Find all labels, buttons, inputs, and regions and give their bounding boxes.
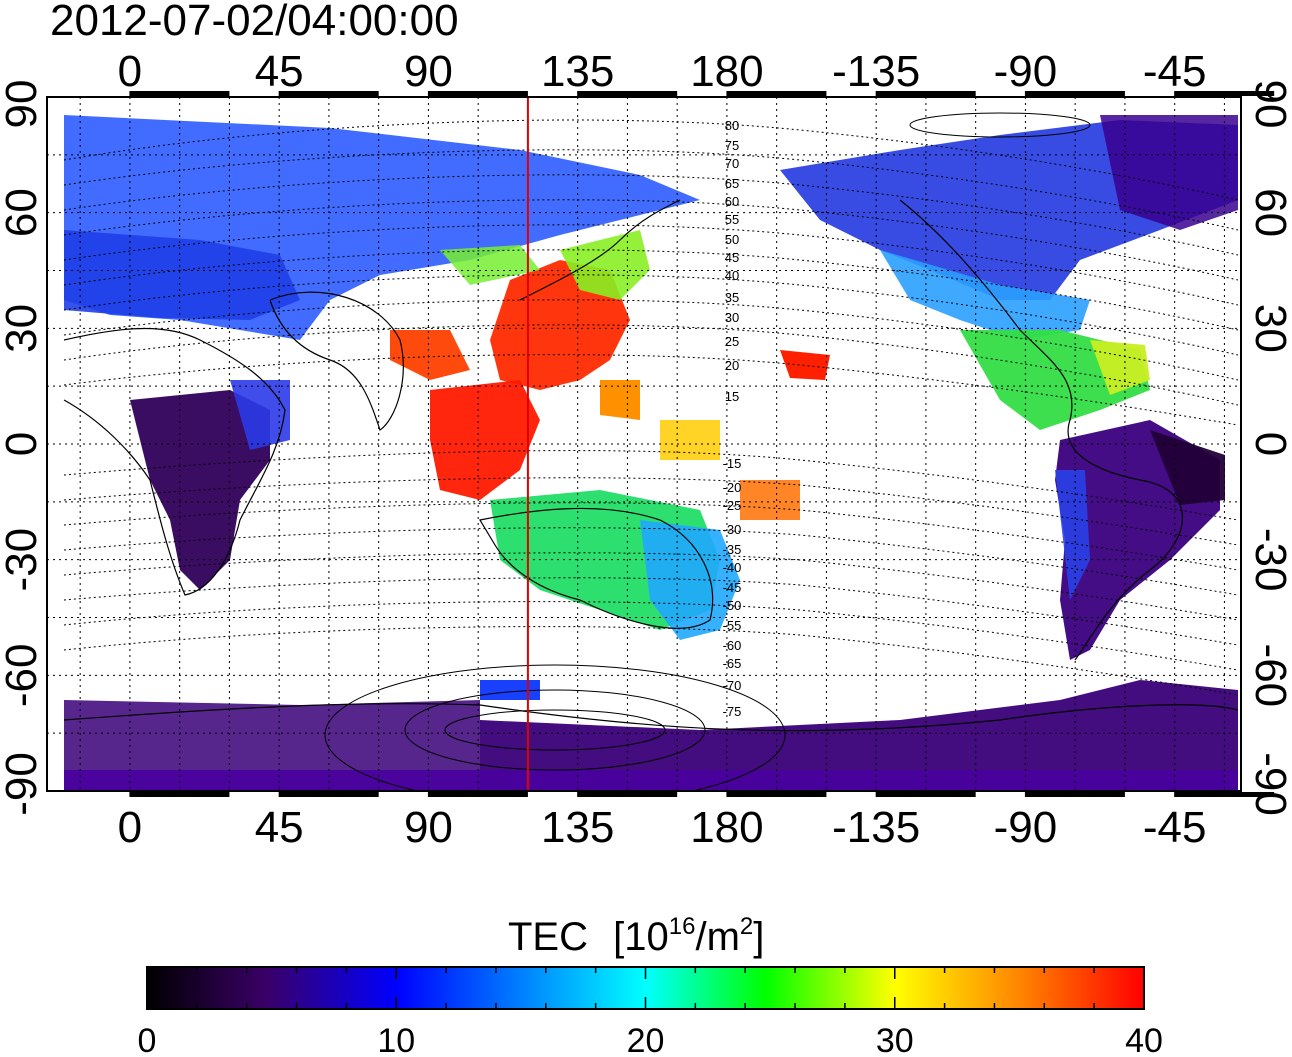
top-longitude-axis: 0 45 90 135 180 -135 -90 -45 bbox=[118, 47, 1207, 96]
contour-label: -35 bbox=[723, 542, 742, 557]
left-latitude-label: 30 bbox=[0, 304, 46, 353]
map-title: 2012-07-02/04:00:00 bbox=[50, 0, 459, 45]
left-latitude-label: -30 bbox=[0, 528, 46, 592]
right-latitude-axis: 90 60 30 0 -30 -60 -90 bbox=[1246, 80, 1292, 816]
contour-label: -20 bbox=[723, 480, 742, 495]
bottom-longitude-label: 135 bbox=[541, 803, 614, 852]
contour-label: 45 bbox=[725, 250, 739, 265]
colorbar-tick-label: 0 bbox=[138, 1022, 157, 1057]
tec-data-layer bbox=[64, 115, 1238, 790]
frame-bar-top bbox=[1174, 91, 1275, 96]
contour-label: 70 bbox=[725, 156, 739, 171]
frame-bar-bottom bbox=[129, 792, 230, 797]
right-latitude-label: 0 bbox=[1246, 432, 1292, 456]
colorbar-tick-label: 20 bbox=[627, 1022, 665, 1057]
frame-bar-top bbox=[427, 91, 528, 96]
magnetic-latitude-contours bbox=[63, 119, 1239, 696]
top-longitude-label: -90 bbox=[994, 47, 1058, 96]
right-latitude-label: 30 bbox=[1246, 304, 1292, 353]
left-latitude-label: 60 bbox=[0, 188, 46, 237]
contour-label: 60 bbox=[725, 194, 739, 209]
top-longitude-label: 180 bbox=[690, 47, 763, 96]
contour-label: 40 bbox=[725, 268, 739, 283]
bottom-longitude-label: -45 bbox=[1143, 803, 1207, 852]
frame-bar-bottom bbox=[1174, 792, 1275, 797]
right-latitude-label: 60 bbox=[1246, 188, 1292, 237]
contour-label: -75 bbox=[723, 704, 742, 719]
frame-bar-bottom bbox=[726, 792, 827, 797]
map-frame bbox=[46, 96, 1242, 792]
contour-label: 15 bbox=[725, 389, 739, 404]
bottom-longitude-label: 180 bbox=[690, 803, 763, 852]
contour-label: -45 bbox=[723, 580, 742, 595]
frame-bar-top bbox=[726, 91, 827, 96]
right-latitude-label: -60 bbox=[1246, 644, 1292, 708]
left-latitude-label: -60 bbox=[0, 644, 46, 708]
contour-labels: 80 75 70 65 60 55 50 45 40 35 30 25 20 15 -15 -20 -25 -30… bbox=[723, 118, 742, 719]
frame-bar-top bbox=[129, 91, 230, 96]
contour-label: 25 bbox=[725, 334, 739, 349]
contour-label: -50 bbox=[723, 598, 742, 613]
frame-bar-bottom bbox=[278, 792, 379, 797]
frame-bar-top bbox=[1024, 91, 1125, 96]
top-longitude-label: -135 bbox=[832, 47, 920, 96]
frame-bar-bottom bbox=[577, 792, 678, 797]
bottom-longitude-label: -90 bbox=[994, 803, 1058, 852]
colorbar-title: TEC [1016/m2] bbox=[508, 913, 764, 959]
colorbar-tick-label: 30 bbox=[876, 1022, 914, 1057]
contour-label: 20 bbox=[725, 358, 739, 373]
frame-bar-bottom bbox=[875, 792, 976, 797]
contour-label: 35 bbox=[725, 290, 739, 305]
contour-label: -25 bbox=[723, 498, 742, 513]
colorbar-tick-label: 10 bbox=[377, 1022, 415, 1057]
contour-label: 55 bbox=[725, 212, 739, 227]
top-longitude-label: 0 bbox=[118, 47, 142, 96]
frame-bar-top bbox=[577, 91, 678, 96]
left-latitude-label: 90 bbox=[0, 80, 46, 129]
polar-contours bbox=[324, 112, 1091, 791]
contour-label: -60 bbox=[723, 638, 742, 653]
bottom-longitude-label: -135 bbox=[832, 803, 920, 852]
top-longitude-label: -45 bbox=[1143, 47, 1207, 96]
right-latitude-label: -30 bbox=[1246, 528, 1292, 592]
contour-label: 50 bbox=[725, 232, 739, 247]
contour-label: -30 bbox=[723, 522, 742, 537]
frame-bar-top bbox=[278, 91, 379, 96]
colorbar-tick-label: 40 bbox=[1125, 1022, 1163, 1057]
contour-label: 80 bbox=[725, 118, 739, 133]
left-latitude-label: -90 bbox=[0, 752, 46, 816]
contour-label: 30 bbox=[725, 310, 739, 325]
left-latitude-label: 0 bbox=[0, 432, 46, 456]
frame-tick-bars bbox=[129, 91, 1275, 797]
frame-bar-bottom bbox=[427, 792, 528, 797]
contour-label: -15 bbox=[723, 456, 742, 471]
top-longitude-label: 45 bbox=[255, 47, 304, 96]
top-longitude-label: 90 bbox=[404, 47, 453, 96]
left-latitude-axis: 90 60 30 0 -30 -60 -90 bbox=[0, 80, 46, 816]
top-longitude-label: 135 bbox=[541, 47, 614, 96]
contour-label: -65 bbox=[723, 656, 742, 671]
right-latitude-label: 90 bbox=[1246, 80, 1292, 129]
map-plot-area bbox=[47, 97, 1241, 791]
frame-bar-bottom bbox=[1024, 792, 1125, 797]
contour-label: -40 bbox=[723, 560, 742, 575]
colorbar-ticks: 0 10 20 30 40 bbox=[138, 967, 1163, 1057]
right-latitude-label: -90 bbox=[1246, 752, 1292, 816]
map-grid bbox=[47, 97, 1241, 791]
bottom-longitude-label: 0 bbox=[118, 803, 142, 852]
contour-label: 75 bbox=[725, 138, 739, 153]
contour-label: -55 bbox=[723, 618, 742, 633]
frame-bar-top bbox=[875, 91, 976, 96]
bottom-longitude-label: 90 bbox=[404, 803, 453, 852]
bottom-longitude-axis: 0 45 90 135 180 -135 -90 -45 bbox=[118, 803, 1207, 852]
contour-label: 65 bbox=[725, 176, 739, 191]
coastlines bbox=[63, 199, 1239, 732]
bottom-longitude-label: 45 bbox=[255, 803, 304, 852]
contour-label: -70 bbox=[723, 678, 742, 693]
